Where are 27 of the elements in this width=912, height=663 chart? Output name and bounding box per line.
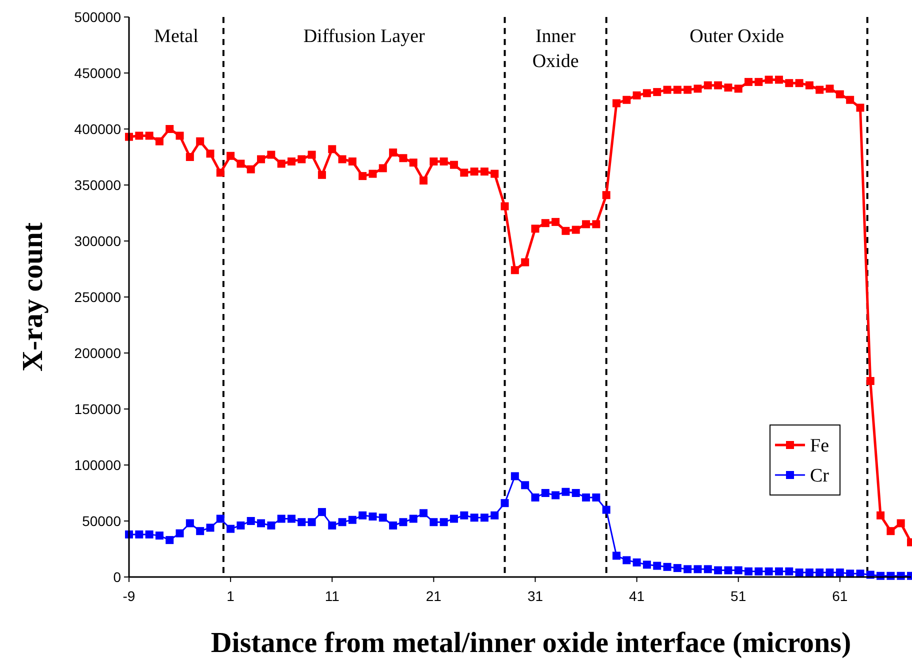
y-tick-label: 400000 xyxy=(74,120,122,137)
x-tick-label: 61 xyxy=(832,588,848,604)
y-tick-label: 200000 xyxy=(74,344,122,361)
x-tick-label: 41 xyxy=(629,588,645,604)
y-tick-label: 250000 xyxy=(74,288,122,305)
y-axis-title: X-ray count xyxy=(17,222,49,372)
legend-label: Cr xyxy=(810,466,830,487)
y-tick-label: 0 xyxy=(113,568,122,585)
y-tick-label: 450000 xyxy=(74,64,122,81)
y-tick-label: 100000 xyxy=(74,456,122,473)
x-tick-label: 11 xyxy=(324,588,340,604)
annotation: Diffusion Layer xyxy=(303,26,426,47)
x-tick-label: 21 xyxy=(426,588,442,604)
annotation: Inner Oxide xyxy=(532,26,579,72)
legend-label: Fe xyxy=(810,436,829,457)
annotation: Metal xyxy=(154,26,198,47)
y-tick-label: 350000 xyxy=(74,176,122,193)
x-tick-label: 1 xyxy=(226,588,235,604)
y-tick-label: 50000 xyxy=(82,512,122,529)
y-tick-label: 150000 xyxy=(74,400,122,417)
annotation: Outer Oxide xyxy=(690,26,784,47)
y-tick-label: 300000 xyxy=(74,232,122,249)
y-tick-label: 500000 xyxy=(74,8,122,25)
x-axis-title: Distance from metal/inner oxide interface (microns) xyxy=(210,627,852,659)
x-tick-label: 31 xyxy=(527,588,544,604)
x-tick-label: -9 xyxy=(122,588,136,604)
x-tick-label: 51 xyxy=(730,588,746,604)
